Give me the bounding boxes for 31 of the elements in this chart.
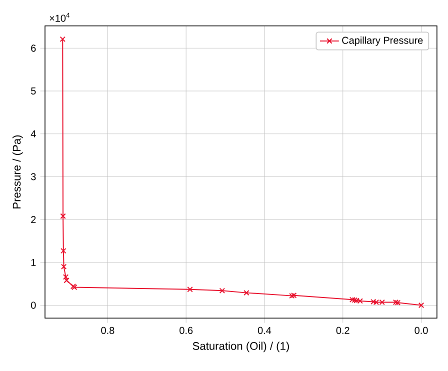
point bbox=[289, 292, 295, 299]
point bbox=[62, 274, 69, 280]
y-tick-label: 4 bbox=[30, 130, 36, 138]
text: ×10$^{4}$ bbox=[50, 12, 70, 22]
point bbox=[187, 286, 193, 292]
point bbox=[60, 248, 66, 254]
point bbox=[370, 298, 376, 305]
y-tick-label: 6 bbox=[31, 44, 36, 52]
x-axis-title: Saturation (Oil) / (1) bbox=[192, 342, 289, 352]
point bbox=[219, 288, 226, 294]
point bbox=[291, 292, 297, 298]
x-tick-label: 0.4 bbox=[258, 326, 272, 334]
y-tick-label: 2 bbox=[31, 216, 36, 223]
x-tick-label: 0.0 bbox=[414, 326, 428, 334]
x-tick-label: 0.6 bbox=[180, 326, 193, 334]
y-tick-label: 0 bbox=[31, 302, 36, 309]
legend-label: Capillary Pressure bbox=[342, 36, 423, 46]
y-axis-title: Pressure / (Pa) bbox=[12, 135, 23, 208]
x-tick-label: 0.2 bbox=[336, 326, 350, 334]
point bbox=[64, 277, 70, 284]
point bbox=[394, 300, 401, 306]
point bbox=[418, 302, 424, 308]
y-tick-label: 1 bbox=[31, 258, 36, 266]
point bbox=[60, 36, 66, 42]
x-tick-label: 0.8 bbox=[101, 326, 114, 334]
point bbox=[60, 264, 67, 270]
y-tick-label: 5 bbox=[31, 87, 36, 94]
point bbox=[392, 299, 399, 306]
y-tick-label: 3 bbox=[31, 173, 36, 180]
point bbox=[60, 213, 66, 219]
point bbox=[244, 290, 250, 296]
